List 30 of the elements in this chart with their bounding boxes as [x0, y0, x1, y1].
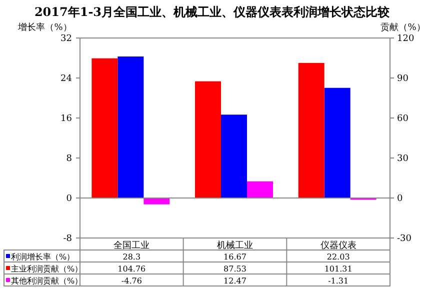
legend-label: 利润增长率（%） — [11, 252, 75, 262]
data-label: -1.31 — [328, 276, 349, 286]
y-axis-title: 增长率（%） — [17, 22, 72, 33]
legend-label: 其他利润贡献（%） — [11, 276, 83, 286]
y2-tick-label: 120 — [397, 34, 414, 44]
data-label: 16.67 — [224, 252, 246, 262]
y2-tick-label: -30 — [397, 234, 412, 244]
y2-axis-title: 贡献（%） — [380, 22, 425, 33]
data-label: 104.76 — [118, 264, 146, 274]
data-label: 87.53 — [224, 264, 246, 274]
y2-tick-label: 90 — [397, 74, 409, 84]
data-label: 101.31 — [324, 264, 352, 274]
y-tick-label: 24 — [60, 74, 72, 84]
y-tick-label: 32 — [60, 34, 72, 44]
y2-tick-label: 0 — [397, 194, 403, 204]
y-tick-label: 0 — [66, 194, 72, 204]
x-tick-label: 仪器仪表 — [320, 240, 356, 251]
legend-label: 主业利润贡献（%） — [11, 264, 83, 274]
y2-tick-label: 60 — [397, 114, 409, 124]
y-tick-label: 8 — [66, 154, 72, 164]
data-label: 22.03 — [326, 252, 350, 262]
data-label: 28.3 — [122, 252, 141, 262]
chart-title: 2017年1-3月全国工业、机械工业、仪器仪表表利润增长状态比较 — [34, 5, 391, 19]
data-label: -4.76 — [121, 276, 142, 286]
data-label: 12.47 — [224, 276, 246, 286]
x-tick-label: 全国工业 — [114, 240, 150, 251]
y-tick-label: 16 — [60, 114, 72, 124]
y-tick-label: -8 — [63, 234, 72, 244]
x-tick-label: 机械工业 — [217, 240, 253, 251]
y2-tick-label: 30 — [397, 154, 409, 164]
